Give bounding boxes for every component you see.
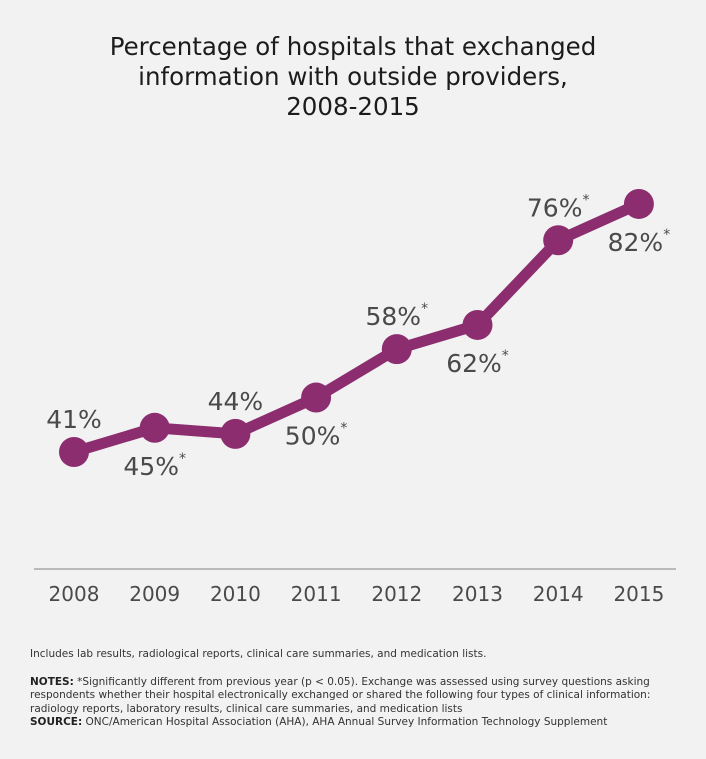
x-tick-label-2011: 2011 bbox=[291, 582, 342, 606]
data-points-group bbox=[59, 188, 654, 467]
x-tick-label-2014: 2014 bbox=[533, 582, 584, 606]
x-tick-label-2009: 2009 bbox=[129, 582, 180, 606]
data-label-2008: 41% bbox=[46, 405, 102, 434]
data-point-2013 bbox=[462, 309, 493, 340]
significance-asterisk: * bbox=[421, 301, 428, 317]
x-tick-label-2008: 2008 bbox=[49, 582, 100, 606]
notes-label: NOTES: bbox=[30, 675, 74, 688]
chart-title-line-1: Percentage of hospitals that exchanged bbox=[109, 32, 597, 61]
source-label: SOURCE: bbox=[30, 716, 83, 728]
data-point-2012 bbox=[381, 334, 412, 365]
x-tick-labels-group: 2008 2009 2010 2011 2012 2013 2014 2015 bbox=[49, 582, 665, 606]
includes-note: Includes lab results, radiological repor… bbox=[30, 648, 487, 660]
data-label-2009: 45%* bbox=[123, 451, 186, 481]
source-text: ONC/American Hospital Association (AHA),… bbox=[82, 716, 608, 728]
notes-paragraph: NOTES: *Significantly different from pre… bbox=[30, 676, 690, 717]
significance-asterisk: * bbox=[582, 192, 589, 208]
x-tick-label-2010: 2010 bbox=[210, 582, 261, 606]
significance-asterisk: * bbox=[340, 421, 347, 437]
data-point-2010 bbox=[220, 418, 251, 449]
data-label-2010: 44% bbox=[208, 387, 264, 416]
significance-asterisk: * bbox=[663, 227, 670, 243]
notes-block: Includes lab results, radiological repor… bbox=[30, 648, 690, 730]
significance-asterisk: * bbox=[179, 451, 186, 467]
data-label-2011: 50%* bbox=[285, 421, 348, 451]
data-point-2008 bbox=[59, 437, 89, 467]
chart-title: Percentage of hospitals that exchanged i… bbox=[0, 32, 706, 122]
data-point-2014 bbox=[543, 225, 574, 256]
data-label-2013: 62%* bbox=[446, 348, 509, 378]
chart-title-line-3: 2008-2015 bbox=[286, 92, 420, 121]
data-label-2014: 76%* bbox=[527, 192, 590, 222]
data-point-2009 bbox=[139, 412, 170, 443]
source-paragraph: SOURCE: ONC/American Hospital Associatio… bbox=[30, 716, 690, 730]
data-label-2012: 58%* bbox=[366, 301, 429, 331]
data-point-2015 bbox=[623, 188, 654, 219]
data-labels-group: 41% 45%* 44% 50%* 58%* 62%* 76%* 82%* bbox=[46, 192, 670, 481]
line-chart: 41%45%*44%50%*58%*62%*76%*82%* 2008 2009 2… bbox=[34, 188, 676, 606]
chart-title-line-2: information with outside providers, bbox=[138, 62, 568, 91]
x-tick-label-2012: 2012 bbox=[371, 582, 422, 606]
notes-text: *Significantly different from previous y… bbox=[30, 675, 651, 715]
x-tick-label-2015: 2015 bbox=[613, 582, 664, 606]
significance-asterisk: * bbox=[502, 348, 509, 364]
data-point-2011 bbox=[301, 382, 332, 413]
x-tick-label-2013: 2013 bbox=[452, 582, 503, 606]
data-label-2015: 82%* bbox=[608, 227, 671, 257]
